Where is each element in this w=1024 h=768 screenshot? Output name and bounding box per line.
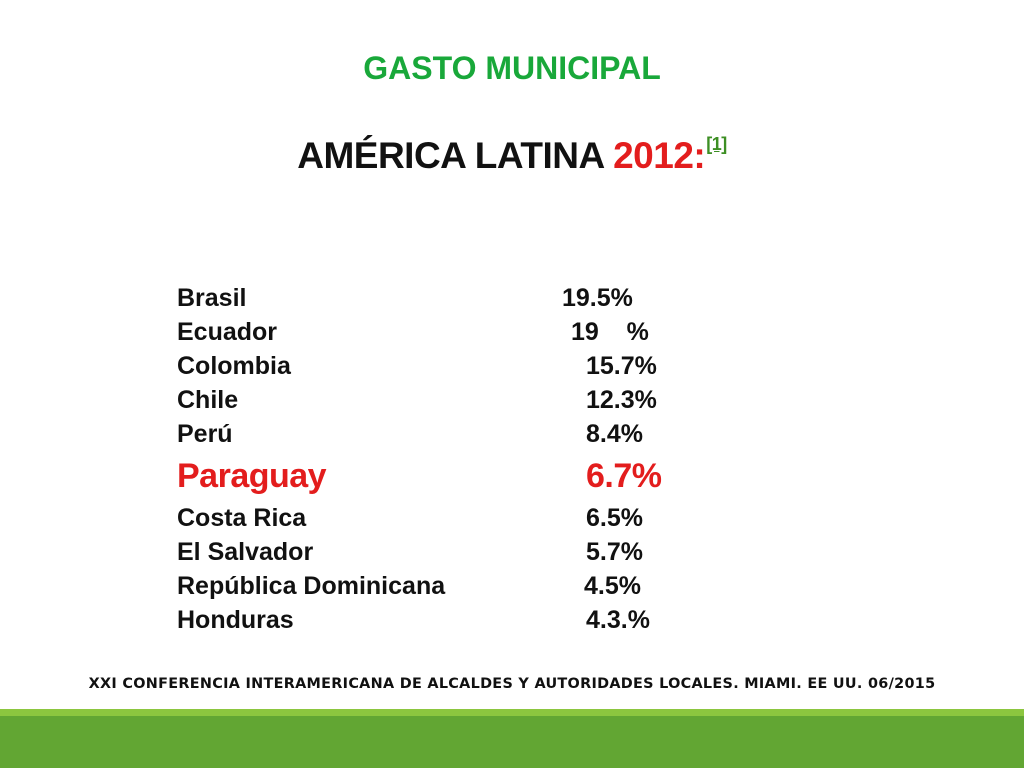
country-label: Honduras <box>177 606 294 634</box>
heading-region: AMÉRICA LATINA <box>297 135 614 176</box>
stat-row-costa-rica: Costa Rica 6.5% <box>177 501 737 535</box>
country-label: Paraguay <box>177 457 327 495</box>
heading-year: 2012: <box>613 135 706 176</box>
value-label: 15.7% <box>586 352 657 380</box>
heading-gasto-municipal: GASTO MUNICIPAL <box>363 50 661 86</box>
country-label: El Salvador <box>177 538 314 566</box>
stat-row-republica-dominicana: República Dominicana 4.5% <box>177 569 737 603</box>
value-label: 8.4% <box>586 420 643 448</box>
value-label: 19 % <box>571 318 649 346</box>
country-label: Brasil <box>177 284 247 312</box>
country-label: Colombia <box>177 352 291 380</box>
value-label: 4.3.% <box>586 606 650 634</box>
stat-row-honduras: Honduras 4.3.% <box>177 603 737 637</box>
value-label: 19.5% <box>562 284 633 312</box>
stat-row-paraguay: Paraguay 6.7% <box>177 451 737 501</box>
stat-row-brasil: Brasil 19.5% <box>177 281 737 315</box>
heading-america-latina: AMÉRICA LATINA 2012:[1] <box>0 134 1024 177</box>
stat-row-colombia: Colombia 15.7% <box>177 349 737 383</box>
footer-bar-dark <box>0 716 1024 768</box>
country-label: Perú <box>177 420 233 448</box>
footnote-link[interactable]: [1] <box>706 134 727 154</box>
country-label: Ecuador <box>177 318 278 346</box>
value-label: 12.3% <box>586 386 657 414</box>
value-label: 6.5% <box>586 504 643 532</box>
value-label: 6.7% <box>586 457 662 495</box>
value-label: 4.5% <box>584 572 641 600</box>
stat-row-el-salvador: El Salvador 5.7% <box>177 535 737 569</box>
country-label: Costa Rica <box>177 504 307 532</box>
value-label: 5.7% <box>586 538 643 566</box>
stat-row-peru: Perú 8.4% <box>177 417 737 451</box>
country-label: Chile <box>177 386 239 414</box>
stats-list: Brasil 19.5% Ecuador 19 % Colombia 15.7%… <box>177 281 737 637</box>
footer-conference: XXI CONFERENCIA INTERAMERICANA DE ALCALD… <box>88 676 936 692</box>
country-label: República Dominicana <box>177 572 446 600</box>
stat-row-ecuador: Ecuador 19 % <box>177 315 737 349</box>
stat-row-chile: Chile 12.3% <box>177 383 737 417</box>
footer-bar-light <box>0 709 1024 716</box>
